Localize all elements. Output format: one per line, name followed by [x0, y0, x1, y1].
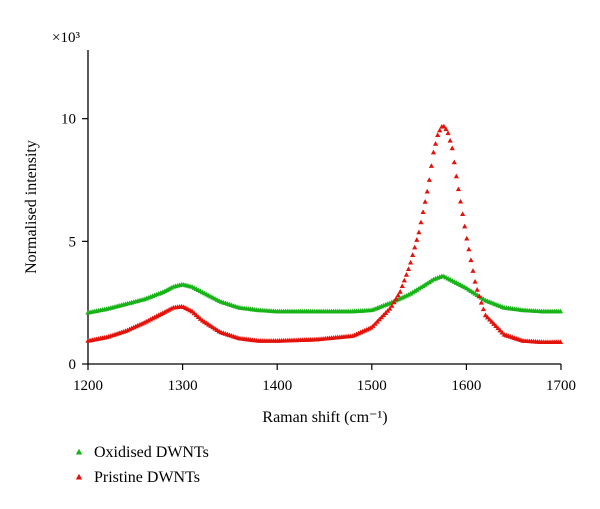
data-point: [432, 141, 439, 146]
data-point: [391, 299, 397, 305]
data-point: [420, 283, 426, 289]
data-point: [466, 246, 472, 252]
legend: Oxidised DWNTs Pristine DWNTs: [75, 444, 209, 486]
y-multiplier-label: ×10³: [52, 30, 80, 46]
x-tick-label: 1200: [73, 378, 103, 394]
data-point: [482, 312, 489, 318]
data-point: [499, 329, 505, 335]
data-point: [474, 287, 480, 292]
data-point: [491, 321, 497, 326]
tick-labels: 1200 1300 1400 1500 1600 1700 0 5 10: [61, 112, 576, 394]
data-point: [412, 288, 418, 294]
series-pristine: [85, 123, 564, 345]
data-point: [451, 159, 457, 165]
legend-item-oxidised: Oxidised DWNTs: [75, 444, 209, 461]
data-point: [464, 235, 470, 241]
data-point: [416, 285, 422, 291]
data-point: [435, 132, 441, 138]
y-tick-label: 0: [69, 357, 77, 373]
x-tick-label: 1300: [168, 378, 198, 394]
x-tick-label: 1600: [451, 378, 481, 394]
legend-marker-pristine: [75, 473, 83, 480]
data-point: [389, 303, 395, 308]
data-point: [437, 127, 443, 133]
data-point: [460, 211, 466, 216]
data-point: [410, 252, 416, 257]
data-point: [462, 223, 468, 229]
y-tick-label: 5: [69, 234, 77, 250]
data-point: [472, 278, 478, 284]
data-point: [393, 296, 399, 301]
data-point: [387, 305, 393, 311]
data-point: [401, 277, 407, 283]
y-axis-title: Normalised intensity: [23, 140, 40, 274]
data-point: [428, 163, 434, 168]
x-axis-title: Raman shift (cm⁻¹): [262, 409, 387, 426]
data-point: [480, 306, 487, 312]
data-point: [407, 259, 414, 265]
data-point: [487, 316, 493, 322]
data-point: [445, 130, 451, 136]
data-point: [410, 289, 416, 295]
data-point: [468, 257, 474, 263]
data-point: [484, 314, 491, 320]
data-point: [407, 290, 414, 296]
data-point: [476, 293, 482, 299]
data-point: [420, 209, 426, 215]
data-point: [418, 284, 424, 290]
data-point: [428, 277, 434, 283]
data-point: [497, 327, 503, 333]
data-point: [495, 325, 501, 331]
legend-item-pristine: Pristine DWNTs: [75, 469, 200, 486]
data-point: [453, 173, 459, 179]
data-point: [443, 126, 449, 132]
data-point: [426, 177, 432, 182]
data-point: [449, 145, 455, 151]
data-point: [405, 266, 412, 272]
x-tick-label: 1500: [357, 378, 387, 394]
data-point: [557, 339, 564, 345]
x-tick-label: 1400: [262, 378, 292, 394]
ticks: [82, 118, 562, 370]
data-markers: [85, 123, 564, 345]
data-point: [478, 299, 484, 305]
data-point: [424, 280, 430, 286]
data-point: [493, 323, 499, 329]
legend-label-oxidised: Oxidised DWNTs: [94, 444, 209, 461]
x-tick-label: 1700: [546, 378, 576, 394]
series-oxidised: [85, 273, 564, 315]
data-point: [489, 319, 495, 324]
data-point: [447, 137, 453, 143]
data-point: [397, 289, 403, 294]
data-point: [426, 279, 432, 285]
legend-label-pristine: Pristine DWNTs: [94, 469, 200, 486]
data-point: [424, 188, 430, 194]
data-point: [457, 198, 464, 204]
data-point: [412, 244, 418, 250]
data-point: [430, 149, 437, 155]
data-point: [418, 219, 424, 225]
data-point: [395, 292, 401, 298]
data-point: [470, 268, 476, 273]
legend-marker-oxidised: [75, 448, 83, 455]
data-point: [414, 237, 420, 242]
data-point: [441, 123, 447, 129]
data-point: [422, 282, 428, 287]
data-point: [403, 272, 410, 277]
data-point: [414, 287, 420, 292]
data-point: [557, 308, 564, 314]
data-point: [455, 186, 462, 192]
data-point: [416, 229, 422, 235]
data-point: [399, 283, 405, 289]
y-tick-label: 10: [61, 112, 76, 128]
data-point: [422, 199, 428, 204]
